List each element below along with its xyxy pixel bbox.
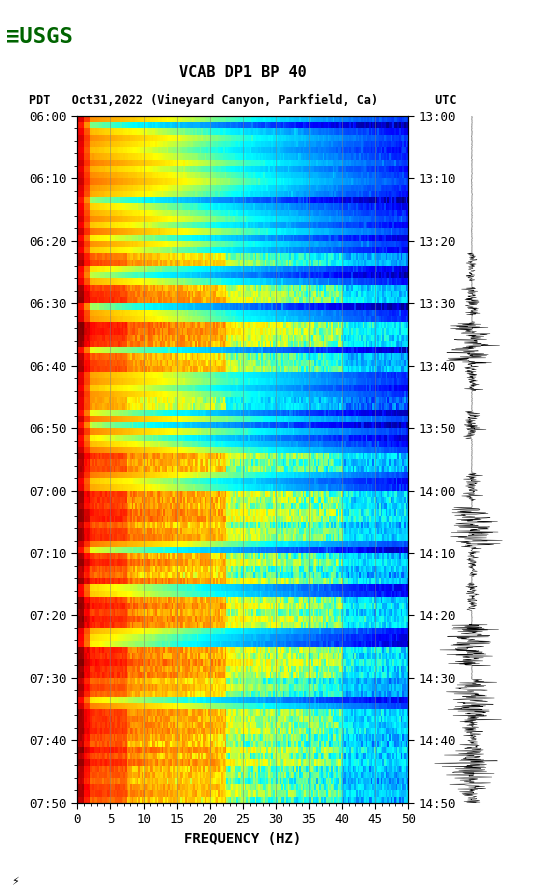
Text: PDT   Oct31,2022 (Vineyard Canyon, Parkfield, Ca)        UTC: PDT Oct31,2022 (Vineyard Canyon, Parkfie… [29, 94, 457, 107]
Text: ≡USGS: ≡USGS [6, 27, 72, 46]
X-axis label: FREQUENCY (HZ): FREQUENCY (HZ) [184, 831, 301, 846]
Text: VCAB DP1 BP 40: VCAB DP1 BP 40 [179, 65, 307, 80]
Text: ⚡: ⚡ [11, 878, 19, 888]
